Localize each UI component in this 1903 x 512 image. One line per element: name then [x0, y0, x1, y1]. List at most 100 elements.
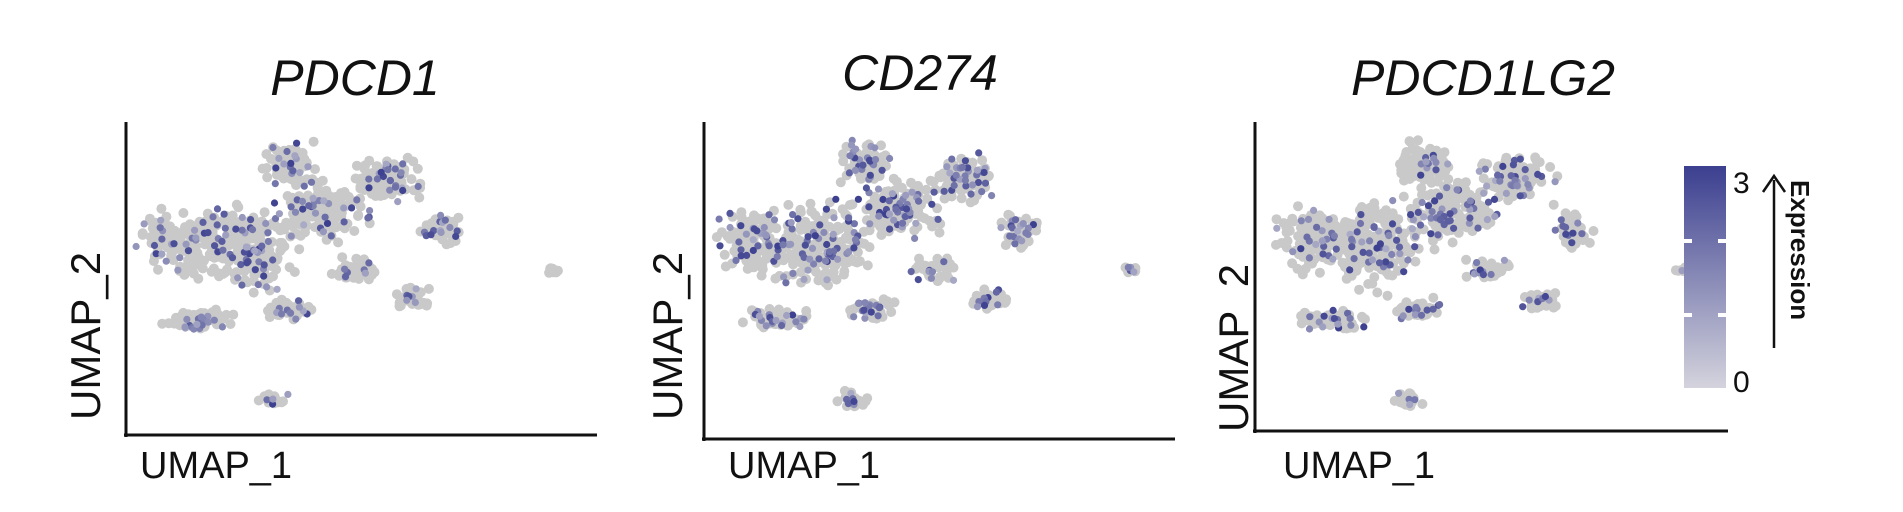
cell-point: [1429, 244, 1440, 255]
cell-point: [795, 267, 806, 278]
expressing-cell-point: [291, 152, 299, 160]
cell-point: [886, 307, 897, 317]
expressing-cell-point: [871, 156, 880, 164]
expressing-cell-point: [1453, 186, 1461, 194]
cell-point: [200, 239, 210, 250]
expressing-cell-point: [850, 244, 858, 252]
cell-point: [810, 266, 821, 277]
expressing-cell-point: [1011, 216, 1020, 224]
cell-point: [166, 247, 177, 258]
cell-point: [878, 294, 889, 305]
expressing-cell-point: [860, 306, 868, 314]
expressing-cell-point: [1427, 214, 1435, 222]
cell-point: [1404, 174, 1415, 184]
expressing-cell-point: [800, 315, 808, 323]
expressing-cell-point: [787, 219, 795, 227]
expressing-cell-point: [209, 213, 217, 221]
cell-point: [877, 224, 888, 235]
expressing-cell-point: [1350, 255, 1358, 263]
expressing-cell-point: [845, 214, 853, 222]
cell-point: [1360, 314, 1370, 325]
expressing-cell-point: [1435, 192, 1444, 200]
cell-point: [402, 152, 413, 163]
expressing-cell-point: [715, 215, 723, 223]
expressing-cell-point: [1370, 223, 1378, 231]
cell-point: [848, 304, 859, 315]
expressing-cell-point: [1446, 210, 1454, 218]
expressing-cell-point: [783, 311, 791, 320]
expressing-cell-point: [1487, 270, 1495, 279]
expressing-cell-point: [1325, 215, 1333, 223]
expressing-cell-point: [1359, 248, 1367, 256]
cell-point: [1447, 237, 1458, 248]
expressing-cell-point: [1678, 267, 1686, 275]
cell-point: [337, 252, 348, 263]
expressing-cell-point: [1305, 254, 1313, 262]
expressing-cell-point: [264, 237, 272, 246]
cell-point: [1293, 201, 1303, 212]
expressing-cell-point: [353, 196, 361, 204]
expressing-cell-point: [1029, 221, 1037, 229]
cell-point: [187, 266, 198, 277]
cell-point: [295, 230, 306, 241]
expressing-cell-point: [950, 181, 958, 190]
expressing-cell-point: [885, 197, 893, 205]
expressing-cell-point: [271, 180, 279, 188]
expressing-cell-point: [1406, 401, 1414, 409]
cell-point: [1337, 257, 1348, 268]
expressing-cell-point: [1011, 240, 1019, 248]
expressing-cell-point: [1411, 233, 1419, 241]
expressing-cell-point: [943, 163, 951, 171]
expressing-cell-point: [787, 240, 795, 248]
expressing-cell-point: [221, 224, 229, 232]
cell-point: [925, 175, 936, 186]
expressing-cell-point: [1320, 312, 1328, 320]
cell-point: [847, 199, 858, 210]
expressing-cell-point: [219, 246, 227, 254]
expressing-cell-point: [1569, 229, 1577, 237]
cell-point: [227, 210, 238, 221]
cell-point: [934, 227, 945, 238]
cell-point: [1560, 208, 1571, 219]
cell-point: [353, 211, 363, 221]
expressing-cell-point: [940, 258, 948, 266]
expressing-cell-point: [452, 232, 460, 240]
expressing-cell-point: [1319, 250, 1327, 258]
expressing-cell-point: [822, 257, 830, 265]
expressing-cell-point: [348, 204, 356, 212]
expressing-cell-point: [772, 316, 780, 325]
arrow-up-icon: [1761, 173, 1787, 193]
cell-point: [1314, 267, 1325, 278]
expressing-cell-point: [1366, 237, 1374, 245]
expressing-cell-point: [340, 204, 348, 212]
expressing-cell-point: [782, 279, 790, 287]
expressing-cell-point: [1313, 223, 1321, 231]
expressing-cell-point: [851, 166, 860, 174]
expressing-cell-point: [1019, 220, 1027, 228]
expressing-cell-point: [961, 157, 970, 165]
legend-title: Expression: [1785, 180, 1815, 320]
expressing-cell-point: [1525, 296, 1533, 304]
expressing-cell-point: [243, 259, 251, 267]
expressing-cell-point: [1480, 189, 1488, 197]
cell-point: [737, 317, 748, 328]
expressing-cell-point: [902, 205, 911, 213]
expressing-cell-point: [1483, 216, 1491, 224]
expressing-cell-point: [365, 175, 373, 183]
expressing-cell-point: [437, 211, 445, 219]
expressing-cell-point: [293, 139, 301, 147]
expressing-cell-point: [1511, 176, 1519, 184]
cell-point: [371, 161, 382, 172]
expressing-cell-point: [1395, 389, 1403, 397]
expressing-cell-point: [952, 171, 960, 179]
expressing-cell-point: [1516, 192, 1524, 200]
cell-point: [180, 262, 191, 272]
expressing-cell-point: [1551, 178, 1559, 186]
panel-pdcd1: PDCD1 UMAP_1 UMAP_2: [62, 50, 597, 487]
expressing-cell-point: [1450, 224, 1458, 232]
expressing-cell-point: [850, 313, 858, 321]
cell-point: [335, 188, 346, 199]
expressing-cell-point: [270, 199, 279, 207]
